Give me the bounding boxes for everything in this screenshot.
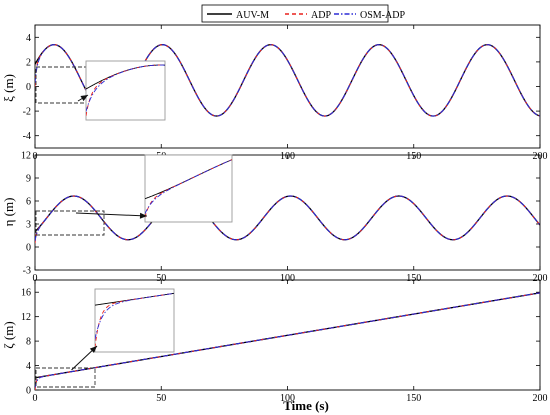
inset-curves-eta [145, 159, 232, 218]
y-tick-label-zeta-1: 4 [26, 361, 31, 372]
y-tick-label-zeta-3: 12 [21, 312, 31, 323]
inset-curves-zeta [95, 292, 174, 348]
curves-zeta [35, 292, 540, 390]
inset-eta [144, 154, 233, 223]
series-line-eta-osm-adp [35, 195, 540, 241]
x-tick-label-eta-2: 100 [280, 273, 295, 284]
inset-frame-zeta [94, 288, 175, 353]
inset-curves-xi [86, 64, 165, 117]
plot-frame-eta [34, 154, 541, 271]
curves-eta [35, 195, 540, 244]
series-line-eta-auv-m [35, 195, 540, 241]
x-tick-label-zeta-1: 50 [156, 393, 166, 404]
y-tick-label-eta-0: -3 [23, 266, 31, 277]
y-tick-label-xi-1: -2 [23, 107, 31, 118]
zoom-arrowhead-xi [80, 95, 88, 102]
inset-series-xi-osm-adp [86, 64, 165, 112]
x-tick-label-eta-1: 50 [156, 273, 166, 284]
zoom-region-eta [35, 210, 105, 236]
x-tick-label-eta-0: 0 [33, 273, 38, 284]
x-tick-label-zeta-4: 200 [533, 393, 548, 404]
axes-zeta: 0 50 100 150 200 0 4 8 12 16 [21, 279, 548, 404]
x-tick-label-eta-4: 200 [533, 273, 548, 284]
y-tick-label-eta-2: 3 [26, 220, 31, 231]
series-line-eta-adp [35, 195, 540, 244]
series-line-zeta-osm-adp [35, 292, 540, 388]
y-tick-label-zeta-0: 0 [26, 386, 31, 397]
y-tick-label-zeta-4: 16 [21, 288, 31, 299]
subplot-zeta: ζ (m) 0 50 100 150 200 0 4 8 12 16 [1, 279, 548, 404]
y-tick-label-eta-1: 0 [26, 243, 31, 254]
y-tick-label-eta-4: 9 [26, 174, 31, 185]
y-tick-label-xi-0: -4 [23, 131, 31, 142]
legend-label-auv-m: AUV-M [236, 10, 269, 21]
inset-frame-xi [85, 60, 166, 121]
xlabel: Time (s) [283, 398, 329, 413]
zoom-arrowhead-eta [139, 212, 147, 219]
y-tick-label-xi-2: 0 [26, 82, 31, 93]
x-tick-label-zeta-2: 100 [280, 393, 295, 404]
legend-label-osm-adp: OSM-ADP [360, 10, 405, 21]
legend-label-adp: ADP [311, 10, 331, 21]
legend: AUV-M ADP OSM-ADP [201, 4, 405, 23]
x-tick-label-zeta-0: 0 [33, 393, 38, 404]
ylabel-xi: ξ (m) [1, 74, 16, 102]
inset-series-eta-osm-adp [145, 159, 232, 214]
y-tick-label-xi-3: 2 [26, 57, 31, 68]
inset-series-zeta-osm-adp [95, 292, 174, 340]
y-tick-label-eta-3: 6 [26, 197, 31, 208]
zoom-arrowhead-zeta [89, 346, 97, 353]
inset-xi [85, 60, 166, 121]
ylabel-zeta: ζ (m) [1, 321, 16, 348]
y-tick-label-zeta-2: 8 [26, 337, 31, 348]
x-tick-label-eta-3: 150 [406, 273, 421, 284]
y-tick-label-eta-5: 12 [21, 151, 31, 162]
x-tick-label-zeta-3: 150 [406, 393, 421, 404]
series-line-xi-osm-adp [35, 44, 540, 117]
y-tick-label-xi-4: 4 [26, 33, 31, 44]
inset-zeta [94, 288, 175, 353]
ylabel-eta: η (m) [1, 198, 16, 227]
zoom-region-zeta [35, 367, 96, 388]
zoom-arrow-eta [75, 212, 148, 217]
